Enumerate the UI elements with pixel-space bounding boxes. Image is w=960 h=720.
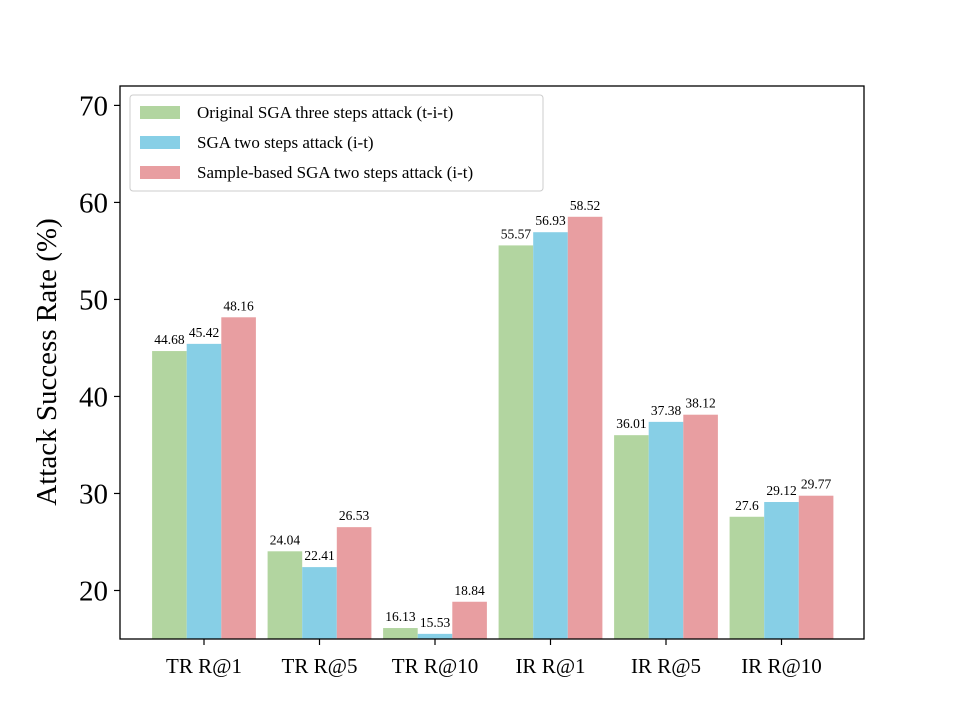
bar — [221, 317, 256, 639]
bar — [152, 351, 187, 639]
bar — [417, 633, 453, 639]
bar — [452, 601, 487, 639]
x-tick-label: TR R@10 — [392, 654, 478, 678]
bar — [614, 435, 649, 639]
x-tick-label: TR R@1 — [166, 654, 242, 678]
bar — [186, 343, 222, 639]
bar-value-label: 22.41 — [304, 548, 334, 563]
bar-value-label: 44.68 — [154, 332, 185, 347]
bar — [683, 414, 718, 639]
bar — [533, 232, 568, 639]
bar — [798, 495, 834, 639]
legend-label: Sample-based SGA two steps attack (i-t) — [197, 163, 473, 182]
legend-frame — [129, 94, 544, 192]
legend-label: Original SGA three steps attack (t-i-t) — [197, 103, 453, 122]
bars-layer — [152, 216, 834, 639]
bar — [764, 502, 799, 639]
y-axis: 20 30 40 50 60 70 — [79, 90, 120, 607]
legend-swatch — [140, 106, 180, 119]
x-tick-label: IR R@1 — [515, 654, 585, 678]
bar-value-label: 56.93 — [535, 213, 566, 228]
bar-value-label: 29.12 — [766, 483, 796, 498]
bar — [302, 567, 337, 639]
y-axis-title: Attack Success Rate (%) — [31, 218, 63, 505]
bar — [729, 516, 765, 639]
legend-swatch — [140, 166, 180, 179]
bar — [648, 421, 684, 639]
bar-value-label: 26.53 — [339, 508, 370, 523]
x-tick-label: IR R@10 — [741, 654, 822, 678]
legend-label: SGA two steps attack (i-t) — [197, 133, 374, 152]
legend: Original SGA three steps attack (t-i-t) S… — [129, 94, 544, 192]
y-tick-label: 70 — [79, 90, 108, 122]
bar-value-label: 38.12 — [685, 396, 715, 411]
bar — [336, 527, 372, 639]
bar-value-label: 36.01 — [616, 416, 646, 431]
bar-value-label: 16.13 — [385, 609, 416, 624]
bar-value-label: 55.57 — [501, 226, 532, 241]
x-tick-label: TR R@5 — [282, 654, 358, 678]
y-tick-label: 40 — [79, 381, 108, 413]
y-tick-label: 60 — [79, 187, 108, 219]
bar-value-label: 29.77 — [801, 477, 832, 492]
x-tick-label: IR R@5 — [631, 654, 701, 678]
bar — [567, 216, 603, 639]
bar-value-label: 58.52 — [570, 198, 600, 213]
bar-value-label: 24.04 — [270, 532, 301, 547]
bar-value-label: 48.16 — [223, 298, 254, 313]
bar-value-label: 27.6 — [735, 498, 759, 513]
bar — [498, 245, 534, 639]
bar — [267, 551, 303, 639]
bar — [383, 628, 418, 639]
bar-value-label: 18.84 — [454, 583, 485, 598]
x-axis: TR R@1 TR R@5 TR R@10 IR R@1 IR R@5 IR R@10 — [166, 639, 822, 678]
bar-value-label: 15.53 — [420, 615, 451, 630]
legend-swatch — [140, 136, 180, 149]
bar-value-label: 37.38 — [651, 403, 682, 418]
y-tick-label: 50 — [79, 284, 108, 316]
y-tick-label: 20 — [79, 575, 108, 607]
bar-value-label: 45.42 — [189, 325, 219, 340]
plot-frame — [119, 85, 865, 640]
y-tick-label: 30 — [79, 478, 108, 510]
